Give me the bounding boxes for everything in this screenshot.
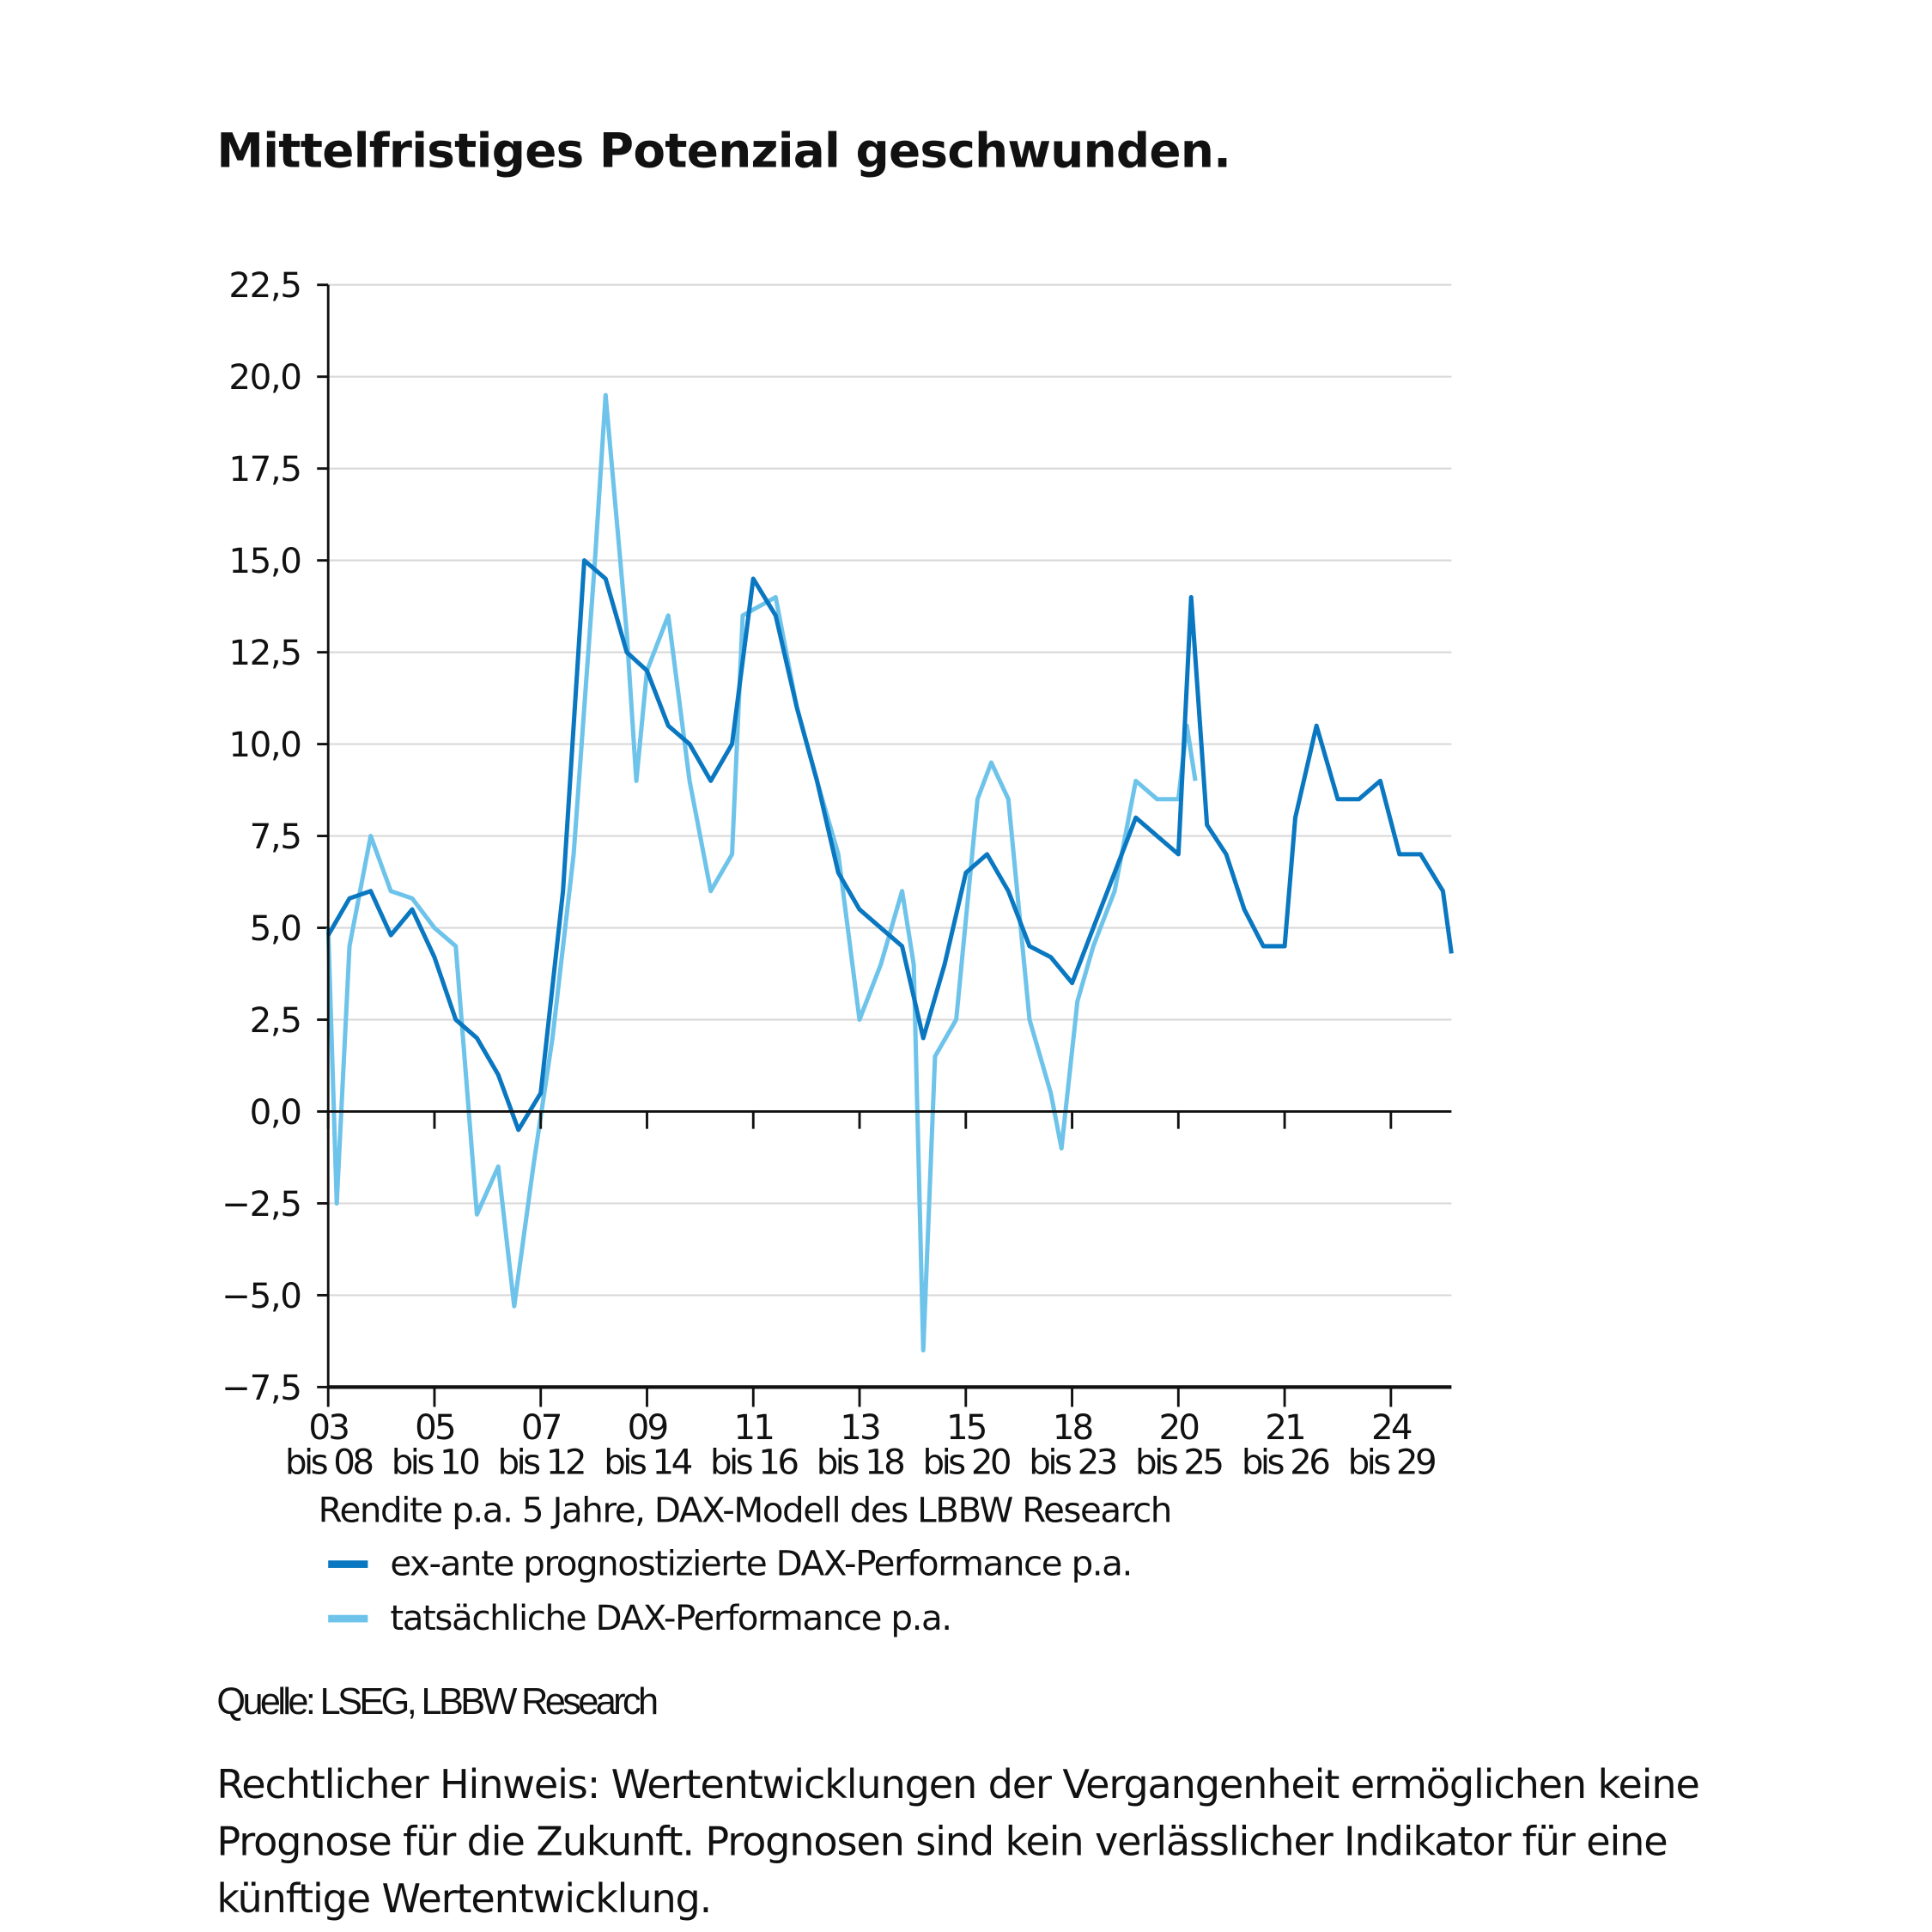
x-tick-label-end: bis 20 [923, 1442, 1010, 1482]
series-ex-ante-line [326, 558, 1454, 1133]
x-tick-label-start: 05 [415, 1407, 454, 1448]
x-tick-label-end: bis 29 [1348, 1442, 1435, 1482]
y-tick-label: −7,5 [222, 1368, 301, 1408]
legend-label: ex-ante prognostizierte DAX-Performance … [390, 1543, 1133, 1584]
x-tick-label-start: 11 [733, 1407, 773, 1448]
legal-note: Rechtlicher Hinweis: Wertentwicklungen d… [216, 1760, 1699, 1923]
x-tick-label-start: 21 [1265, 1407, 1304, 1448]
x-tick-label-start: 15 [946, 1407, 986, 1448]
y-tick-label: −5,0 [222, 1276, 301, 1316]
legend-item-actual: tatsächliche DAX-Performance p.a. [328, 1597, 952, 1639]
x-tick-label-end: bis 23 [1029, 1442, 1115, 1482]
y-tick-label: 17,5 [228, 449, 301, 489]
x-tick-label-end: bis 14 [604, 1442, 691, 1482]
y-tick-label: 10,0 [228, 725, 301, 765]
chart-subtitle: Rendite p.a. 5 Jahre, DAX-Modell des LBB… [318, 1490, 1173, 1531]
x-tick-label-end: bis 12 [497, 1442, 583, 1482]
source-note: Quelle: LSEG, LBBW Research [216, 1681, 659, 1723]
x-tick-label-end: bis 16 [710, 1442, 798, 1482]
legend-swatch [328, 1559, 368, 1568]
y-tick-label: 2,5 [250, 1000, 301, 1041]
x-tick-label-start: 24 [1371, 1407, 1412, 1448]
x-tick-label-start: 09 [628, 1407, 667, 1448]
legend-item-ex-ante: ex-ante prognostizierte DAX-Performance … [328, 1543, 1133, 1584]
x-tick-label-start: 03 [308, 1407, 348, 1448]
legend-label: tatsächliche DAX-Performance p.a. [390, 1597, 952, 1639]
y-tick-label: 5,0 [250, 908, 301, 949]
x-tick-label-end: bis 26 [1242, 1442, 1329, 1482]
x-tick-label-end: bis 10 [392, 1442, 478, 1482]
x-tick-label-start: 20 [1159, 1407, 1199, 1448]
chart-title: Mittelfristiges Potenzial geschwunden. [216, 124, 1231, 179]
series-actual-line [325, 392, 1198, 1353]
x-tick-label-end: bis 18 [817, 1442, 903, 1482]
line-chart: 22,5 20,0 17,5 15,0 12,5 10,0 7,5 5,0 2,5 0,0 −2,5… [222, 265, 1454, 1482]
x-tick-label-start: 18 [1053, 1407, 1092, 1448]
y-tick-label: 0,0 [250, 1092, 301, 1133]
x-tick-label-end: bis 08 [285, 1442, 372, 1482]
x-tick-label-start: 07 [521, 1407, 561, 1448]
x-tick-label-end: bis 25 [1135, 1442, 1222, 1482]
x-tick-label-start: 13 [840, 1407, 879, 1448]
legend-swatch [328, 1614, 368, 1622]
y-tick-label: 22,5 [228, 265, 301, 306]
y-tick-label: 20,0 [228, 357, 301, 398]
y-tick-label: 7,5 [250, 817, 301, 857]
y-tick-label: 15,0 [228, 541, 301, 581]
y-tick-label: −2,5 [222, 1184, 301, 1224]
y-tick-label: 12,5 [228, 633, 301, 673]
